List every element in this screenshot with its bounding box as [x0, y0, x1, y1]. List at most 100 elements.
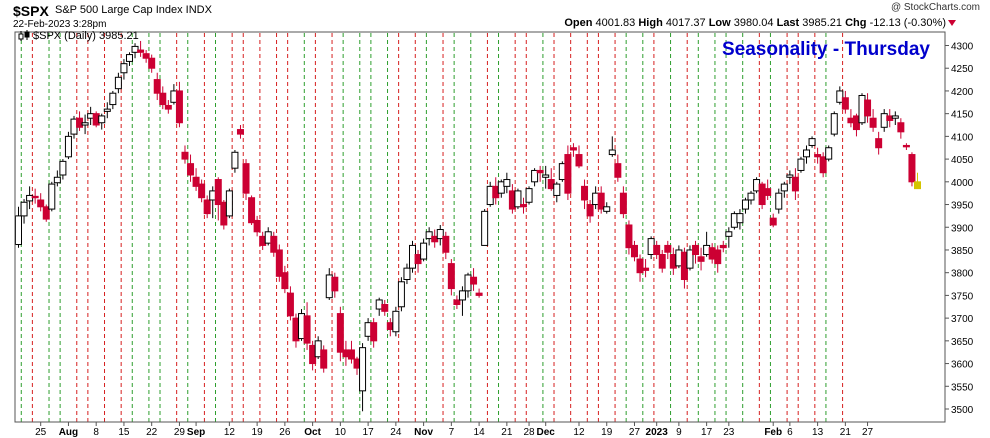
candle — [275, 244, 283, 282]
candle — [741, 197, 749, 214]
candle — [819, 152, 827, 178]
candle-body — [664, 244, 672, 253]
candle — [825, 145, 833, 162]
candle-body — [331, 276, 339, 292]
candle — [203, 195, 211, 219]
candle-body — [153, 79, 161, 94]
candle-body — [525, 188, 533, 203]
x-tick-label: 23 — [723, 427, 735, 438]
candle — [769, 213, 777, 228]
candle — [808, 136, 816, 148]
candle — [619, 186, 627, 219]
y-tick-label: 3500 — [951, 405, 974, 416]
x-tick-label: 21 — [501, 427, 513, 438]
candle-body — [248, 197, 256, 224]
x-tick-label: Dec — [537, 427, 556, 438]
candle-body — [636, 258, 644, 274]
x-axis: 25 Aug 8 15 22 29 Sep 12 19 26 Oct 10 17 24 Nov 7 14 21 28… — [35, 422, 874, 438]
candle — [914, 172, 921, 190]
x-tick-label: 7 — [449, 427, 455, 438]
candle — [42, 204, 50, 222]
candle-body — [320, 349, 328, 369]
candle — [153, 72, 161, 101]
candle-body — [275, 249, 283, 277]
candle-body — [42, 206, 50, 220]
candle — [586, 199, 594, 223]
y-tick-label: 3800 — [951, 269, 974, 280]
candle-body — [447, 263, 455, 290]
candle-body — [741, 199, 749, 210]
candle — [181, 145, 189, 164]
candle-body — [658, 254, 666, 269]
candle — [475, 288, 483, 298]
candle-body — [164, 104, 172, 110]
y-tick-label: 3650 — [951, 337, 974, 348]
candle-body — [59, 160, 67, 176]
y-tick-label: 3950 — [951, 201, 974, 212]
candle — [103, 102, 111, 119]
candle-body — [159, 92, 167, 106]
candle — [148, 54, 156, 73]
candle — [98, 113, 106, 130]
candle-body — [869, 117, 877, 128]
candle-body — [797, 158, 805, 171]
candle-body — [403, 267, 411, 281]
candle — [403, 263, 411, 285]
candle-body — [359, 347, 367, 392]
candle — [347, 340, 355, 364]
y-tick-label: 4100 — [951, 132, 974, 143]
candle — [270, 231, 278, 257]
candle — [242, 159, 250, 200]
candle-body — [642, 267, 650, 271]
candle-body — [692, 244, 700, 256]
y-tick-label: 3850 — [951, 246, 974, 257]
candle-body — [791, 176, 799, 192]
candle — [175, 81, 183, 128]
candle-body — [581, 185, 589, 201]
candle-body — [286, 292, 294, 317]
candle — [164, 100, 172, 114]
candle — [20, 199, 28, 224]
y-tick-label: 4250 — [951, 64, 974, 75]
candle-body — [192, 176, 200, 187]
x-tick-label: 13 — [812, 427, 824, 438]
open-label: Open — [564, 17, 593, 29]
candle — [248, 195, 256, 225]
candle-body — [725, 231, 733, 237]
candle-body — [98, 115, 106, 124]
candle — [636, 254, 644, 282]
candle-body — [736, 213, 744, 224]
candle-body — [536, 169, 544, 174]
candle-body — [836, 90, 844, 103]
y-tick-label: 4050 — [951, 155, 974, 166]
candle — [697, 247, 705, 271]
candle-body — [764, 188, 772, 196]
candle — [519, 197, 527, 214]
candles — [15, 40, 921, 412]
candle — [503, 172, 511, 194]
candle — [542, 165, 550, 189]
candle — [780, 181, 788, 198]
candle-body — [420, 242, 428, 260]
x-tick-label: 10 — [335, 427, 347, 438]
candle — [198, 179, 206, 203]
candle-body — [481, 210, 489, 246]
candle-body — [803, 149, 811, 158]
candle-body — [103, 108, 111, 112]
candle-body — [31, 195, 39, 199]
y-tick-label: 4000 — [951, 178, 974, 189]
x-tick-label: 17 — [701, 427, 713, 438]
candle-body — [370, 322, 378, 342]
candle — [775, 188, 783, 214]
candle — [714, 245, 722, 273]
candle-body — [575, 154, 583, 167]
candle — [125, 52, 133, 66]
x-tick-label: 15 — [118, 427, 130, 438]
candle — [442, 231, 450, 260]
candle-body — [780, 183, 788, 192]
candle — [514, 188, 522, 210]
candle — [830, 111, 838, 137]
candle-body — [625, 224, 633, 249]
candle-body — [225, 190, 233, 217]
candle-body — [203, 199, 211, 215]
